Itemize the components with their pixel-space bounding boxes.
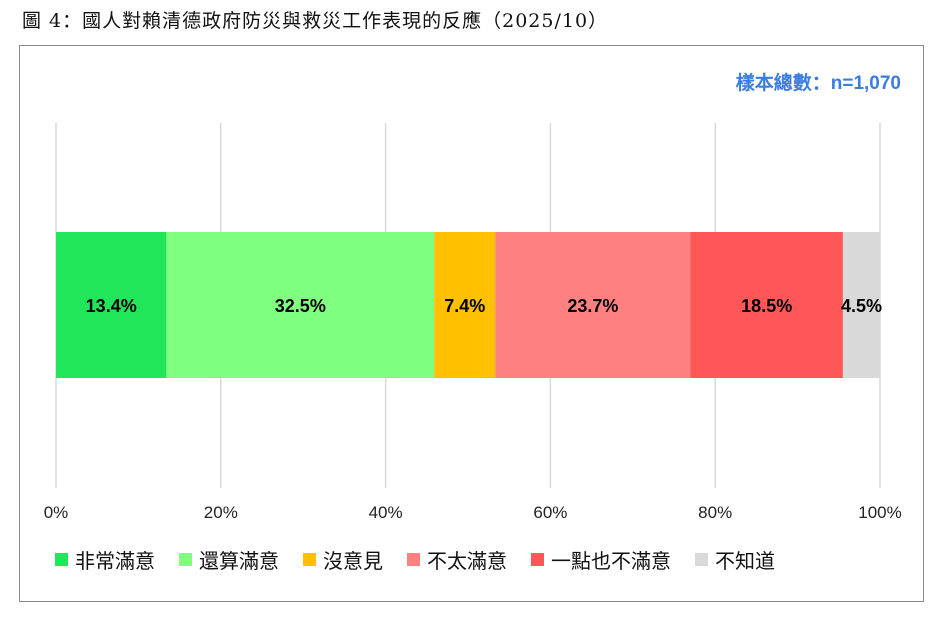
figure-title: 圖 4：國人對賴清德政府防災與救災工作表現的反應（2025/10） [22,10,609,32]
legend-swatch [695,553,708,566]
bar-segment-4 [495,232,691,378]
legend-swatch [303,553,316,566]
x-tick-label: 100% [858,503,901,522]
bar-segment-6 [842,232,880,378]
legend-label: 一點也不滿意 [551,549,671,573]
data-label-4: 23.7% [567,296,618,316]
chart-legend: 非常滿意 還算滿意 沒意見 不太滿意 一點也不滿意 不知道 [55,545,799,574]
legend-swatch [55,553,68,566]
legend-label: 不知道 [715,549,775,573]
legend-swatch [531,553,544,566]
legend-item-4: 不太滿意 [407,545,507,574]
legend-swatch [179,553,192,566]
x-tick-label: 20% [204,503,238,522]
legend-label: 非常滿意 [75,549,155,573]
data-label-1: 13.4% [86,296,137,316]
bar-segment-1 [56,232,167,378]
legend-item-6: 不知道 [695,545,775,574]
sample-size-note: 樣本總數：n=1,070 [735,73,901,94]
data-label-5: 18.5% [741,296,792,316]
legend-label: 沒意見 [323,549,383,573]
x-tick-label: 0% [44,503,69,522]
x-tick-label: 40% [369,503,403,522]
legend-item-3: 沒意見 [303,545,383,574]
data-label-3: 7.4% [444,296,485,316]
legend-item-5: 一點也不滿意 [531,545,671,574]
chart-frame: 樣本總數：n=1,070 [19,45,924,602]
legend-item-2: 還算滿意 [179,545,279,574]
data-label-6: 4.5% [841,296,882,316]
data-label-2: 32.5% [275,296,326,316]
bar-segment-2 [166,232,435,378]
x-tick-label: 80% [698,503,732,522]
legend-swatch [407,553,420,566]
legend-item-1: 非常滿意 [55,545,155,574]
legend-label: 還算滿意 [199,549,279,573]
bar-segment-3 [434,232,496,378]
x-tick-label: 60% [533,503,567,522]
bar-segment-5 [690,232,843,378]
legend-label: 不太滿意 [427,549,507,573]
